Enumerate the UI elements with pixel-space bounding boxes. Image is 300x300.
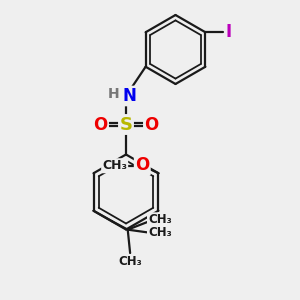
Text: O: O (135, 156, 149, 174)
Text: S: S (119, 116, 133, 134)
Text: CH₃: CH₃ (148, 213, 172, 226)
Text: I: I (226, 23, 232, 41)
Text: H: H (108, 87, 119, 100)
Text: N: N (122, 87, 136, 105)
Text: O: O (144, 116, 159, 134)
Text: O: O (93, 116, 108, 134)
Text: CH₃: CH₃ (148, 226, 172, 239)
Text: CH₃: CH₃ (118, 255, 142, 268)
Text: CH₃: CH₃ (102, 159, 127, 172)
